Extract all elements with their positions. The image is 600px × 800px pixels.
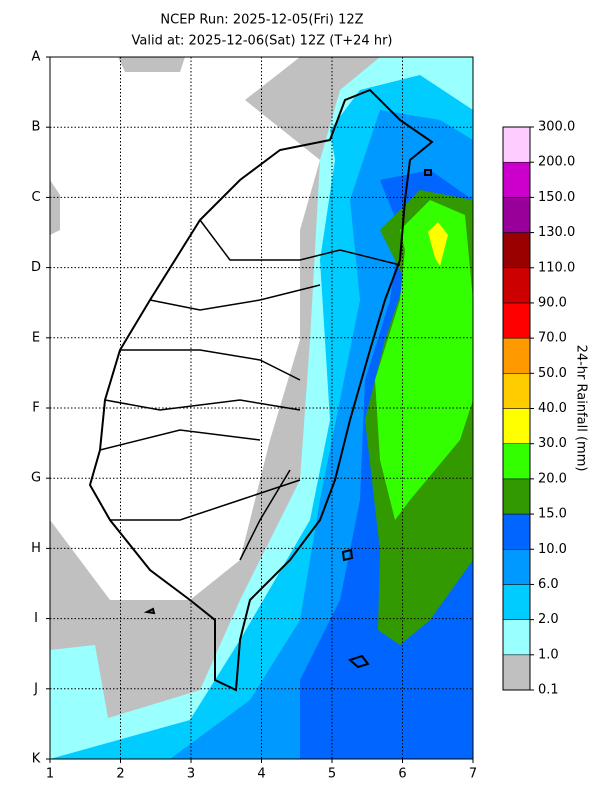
y-tick-label: E xyxy=(32,330,40,345)
colorbar-tick-label: 1.0 xyxy=(538,647,559,662)
colorbar-tick-label: 110.0 xyxy=(538,260,575,275)
x-tick-label: 2 xyxy=(116,767,124,782)
colorbar-segment xyxy=(502,337,531,374)
colorbar-tick-label: 130.0 xyxy=(538,225,575,240)
colorbar-tick-label: 6.0 xyxy=(538,577,559,592)
y-tick-label: H xyxy=(31,541,41,556)
y-tick-label: G xyxy=(31,471,41,486)
y-tick-label: I xyxy=(34,611,38,626)
subtitle: Valid at: 2025-12-06(Sat) 12Z (T+24 hr) xyxy=(132,34,393,49)
colorbar-segment xyxy=(502,232,531,268)
colorbar-tick-label: 90.0 xyxy=(538,295,567,310)
colorbar-tick-label: 300.0 xyxy=(538,120,575,135)
x-tick-label: 3 xyxy=(187,767,195,782)
contour-green xyxy=(375,200,473,520)
x-tick-label: 7 xyxy=(469,767,477,782)
colorbar-segment xyxy=(502,654,531,691)
x-tick-label: 1 xyxy=(46,767,54,782)
colorbar-segment xyxy=(502,161,531,198)
colorbar-tick-label: 0.1 xyxy=(538,683,559,698)
colorbar-tick-label: 200.0 xyxy=(538,155,575,170)
colorbar-tick-label: 150.0 xyxy=(538,190,575,205)
contour-yellow xyxy=(428,222,448,266)
colorbar-tick-label: 20.0 xyxy=(538,471,567,486)
x-tick-label: 5 xyxy=(328,767,336,782)
colorbar-segment xyxy=(502,478,531,515)
title: NCEP Run: 2025-12-05(Fri) 12Z xyxy=(160,13,363,28)
island xyxy=(143,169,432,669)
y-tick-label: K xyxy=(32,752,41,767)
y-tick-label: J xyxy=(33,681,38,696)
county-border xyxy=(99,219,401,561)
y-tick-label: F xyxy=(32,401,39,416)
colorbar-segment xyxy=(502,197,531,233)
colorbar-label: 24-hr Rainfall (mm) xyxy=(574,345,589,472)
coastline xyxy=(88,88,434,692)
colorbar-segment xyxy=(502,549,531,585)
colorbar-tick-label: 40.0 xyxy=(538,401,567,416)
colorbar-tick-label: 30.0 xyxy=(538,436,567,451)
y-tick-label: C xyxy=(31,190,40,205)
colorbar-tick-label: 10.0 xyxy=(538,542,567,557)
y-tick-label: B xyxy=(32,120,41,135)
x-tick-label: 4 xyxy=(257,767,265,782)
colorbar-tick-label: 50.0 xyxy=(538,366,567,381)
x-tick-label: 6 xyxy=(398,767,406,782)
colorbar-segment xyxy=(502,302,531,339)
colorbar-tick-label: 2.0 xyxy=(538,612,559,627)
colorbar-segment xyxy=(502,126,531,163)
colorbar-segment xyxy=(502,619,531,656)
contour-gray xyxy=(118,57,185,72)
colorbar-tick-label: 15.0 xyxy=(538,507,567,522)
y-tick-label: A xyxy=(32,50,41,65)
colorbar-segment xyxy=(502,584,531,620)
colorbar-segment xyxy=(502,373,531,409)
colorbar-tick-label: 70.0 xyxy=(538,331,567,346)
colorbar-segment xyxy=(502,443,531,480)
colorbar-segment xyxy=(502,408,531,444)
y-tick-label: D xyxy=(31,260,41,275)
colorbar-segment xyxy=(502,513,531,550)
colorbar-segment xyxy=(502,267,531,304)
contour-gray xyxy=(50,180,60,235)
